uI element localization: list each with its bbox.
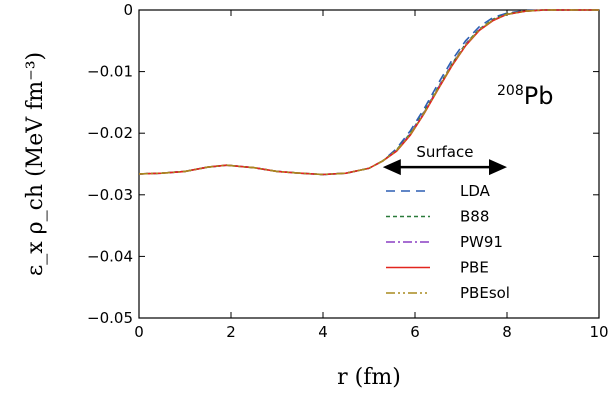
- x-tick-label: 4: [318, 323, 328, 341]
- nucleus-symbol: Pb: [524, 82, 554, 110]
- y-tick-label: −0.02: [87, 124, 133, 142]
- y-tick-label: −0.04: [87, 247, 133, 265]
- x-tick-label: 10: [589, 323, 608, 341]
- legend: LDA B88 PW91 PBE PBEsol: [386, 182, 510, 302]
- y-tick-label: −0.05: [87, 309, 133, 327]
- legend-label-pw91: PW91: [460, 233, 503, 251]
- x-tick-label: 6: [410, 323, 420, 341]
- legend-label-pbesol: PBEsol: [460, 284, 510, 302]
- nucleus-label: 208Pb: [497, 82, 553, 110]
- surface-arrow-head-right: [489, 159, 507, 176]
- legend-label-b88: B88: [460, 208, 489, 226]
- series-line-pbesol: [138, 9, 599, 176]
- legend-label-pbe: PBE: [460, 259, 489, 277]
- axis-ticks: 0 2 4 6 8 10 0 −0.01 −0.02 −0.03 −0.04 −0.05: [87, 1, 609, 341]
- x-axis-title: r (fm): [337, 365, 401, 390]
- surface-label: Surface: [416, 143, 473, 161]
- x-tick-label: 0: [134, 323, 144, 341]
- series-layer: [138, 9, 599, 176]
- surface-annotation: Surface: [382, 143, 507, 176]
- y-tick-label: −0.03: [87, 186, 133, 204]
- nucleus-mass-number: 208: [497, 83, 524, 99]
- plot-frame: [138, 9, 600, 319]
- y-tick-label: 0: [123, 1, 133, 19]
- legend-label-lda: LDA: [460, 182, 491, 200]
- y-tick-label: −0.01: [87, 63, 133, 81]
- y-axis-title: ε_x ρ_ch (MeV fm⁻³): [23, 52, 48, 276]
- x-tick-label: 2: [226, 323, 236, 341]
- x-tick-label: 8: [502, 323, 512, 341]
- surface-arrow-head-left: [382, 159, 401, 176]
